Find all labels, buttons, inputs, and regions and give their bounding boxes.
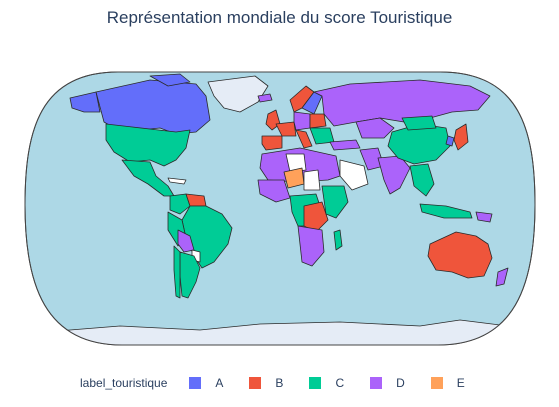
indonesia[interactable] (419, 203, 473, 219)
antarctica[interactable] (20, 319, 540, 360)
east-africa[interactable] (321, 185, 349, 219)
legend-item-d[interactable]: D (370, 376, 405, 390)
chad[interactable] (303, 169, 321, 191)
iceland[interactable] (257, 93, 273, 103)
madagascar[interactable] (333, 229, 343, 251)
venezuela[interactable] (185, 193, 207, 207)
italy[interactable] (295, 129, 313, 149)
new-zealand[interactable] (495, 267, 509, 287)
southern-africa[interactable] (297, 225, 325, 267)
algeria[interactable] (285, 153, 307, 173)
legend-item-a[interactable]: A (189, 376, 223, 390)
saudi-arabia[interactable] (339, 159, 369, 191)
legend-swatch (249, 377, 262, 389)
southeast-asia[interactable] (409, 163, 435, 197)
colombia[interactable] (169, 193, 191, 215)
west-africa[interactable] (257, 179, 291, 203)
kazakhstan[interactable] (355, 117, 395, 139)
turkey[interactable] (329, 139, 361, 151)
legend-label: A (215, 376, 224, 390)
australia[interactable] (427, 231, 493, 279)
legend-swatch (370, 377, 383, 389)
chart-title: Représentation mondiale du score Tourist… (106, 8, 453, 27)
japan[interactable] (453, 123, 469, 151)
united-states[interactable] (105, 123, 191, 167)
poland[interactable] (309, 113, 327, 129)
cuba[interactable] (167, 177, 187, 185)
mongolia[interactable] (401, 115, 437, 131)
chile[interactable] (173, 245, 181, 299)
legend-label: C (335, 376, 345, 390)
legend-swatch (430, 377, 443, 389)
arctic-island[interactable] (149, 73, 191, 87)
dr-congo[interactable] (303, 201, 329, 233)
globe-outline (24, 71, 536, 346)
legend-swatch (309, 377, 322, 389)
spain[interactable] (261, 135, 283, 151)
legend-item-b[interactable]: B (249, 376, 283, 390)
legend-item-e[interactable]: E (430, 376, 465, 390)
legend: label_touristique A B C D E (80, 374, 491, 392)
alaska[interactable] (69, 91, 101, 113)
legend-swatch (189, 377, 202, 389)
korea[interactable] (445, 135, 455, 147)
legend-label: B (275, 376, 284, 390)
niger[interactable] (283, 167, 305, 189)
bolivia[interactable] (177, 229, 195, 253)
legend-item-c[interactable]: C (309, 376, 344, 390)
legend-label: D (396, 376, 405, 390)
legend-label: E (456, 376, 465, 390)
papua[interactable] (475, 211, 493, 223)
legend-title: label_touristique (80, 376, 168, 390)
france[interactable] (275, 121, 297, 137)
greenland[interactable] (207, 75, 269, 113)
germany[interactable] (293, 111, 311, 131)
